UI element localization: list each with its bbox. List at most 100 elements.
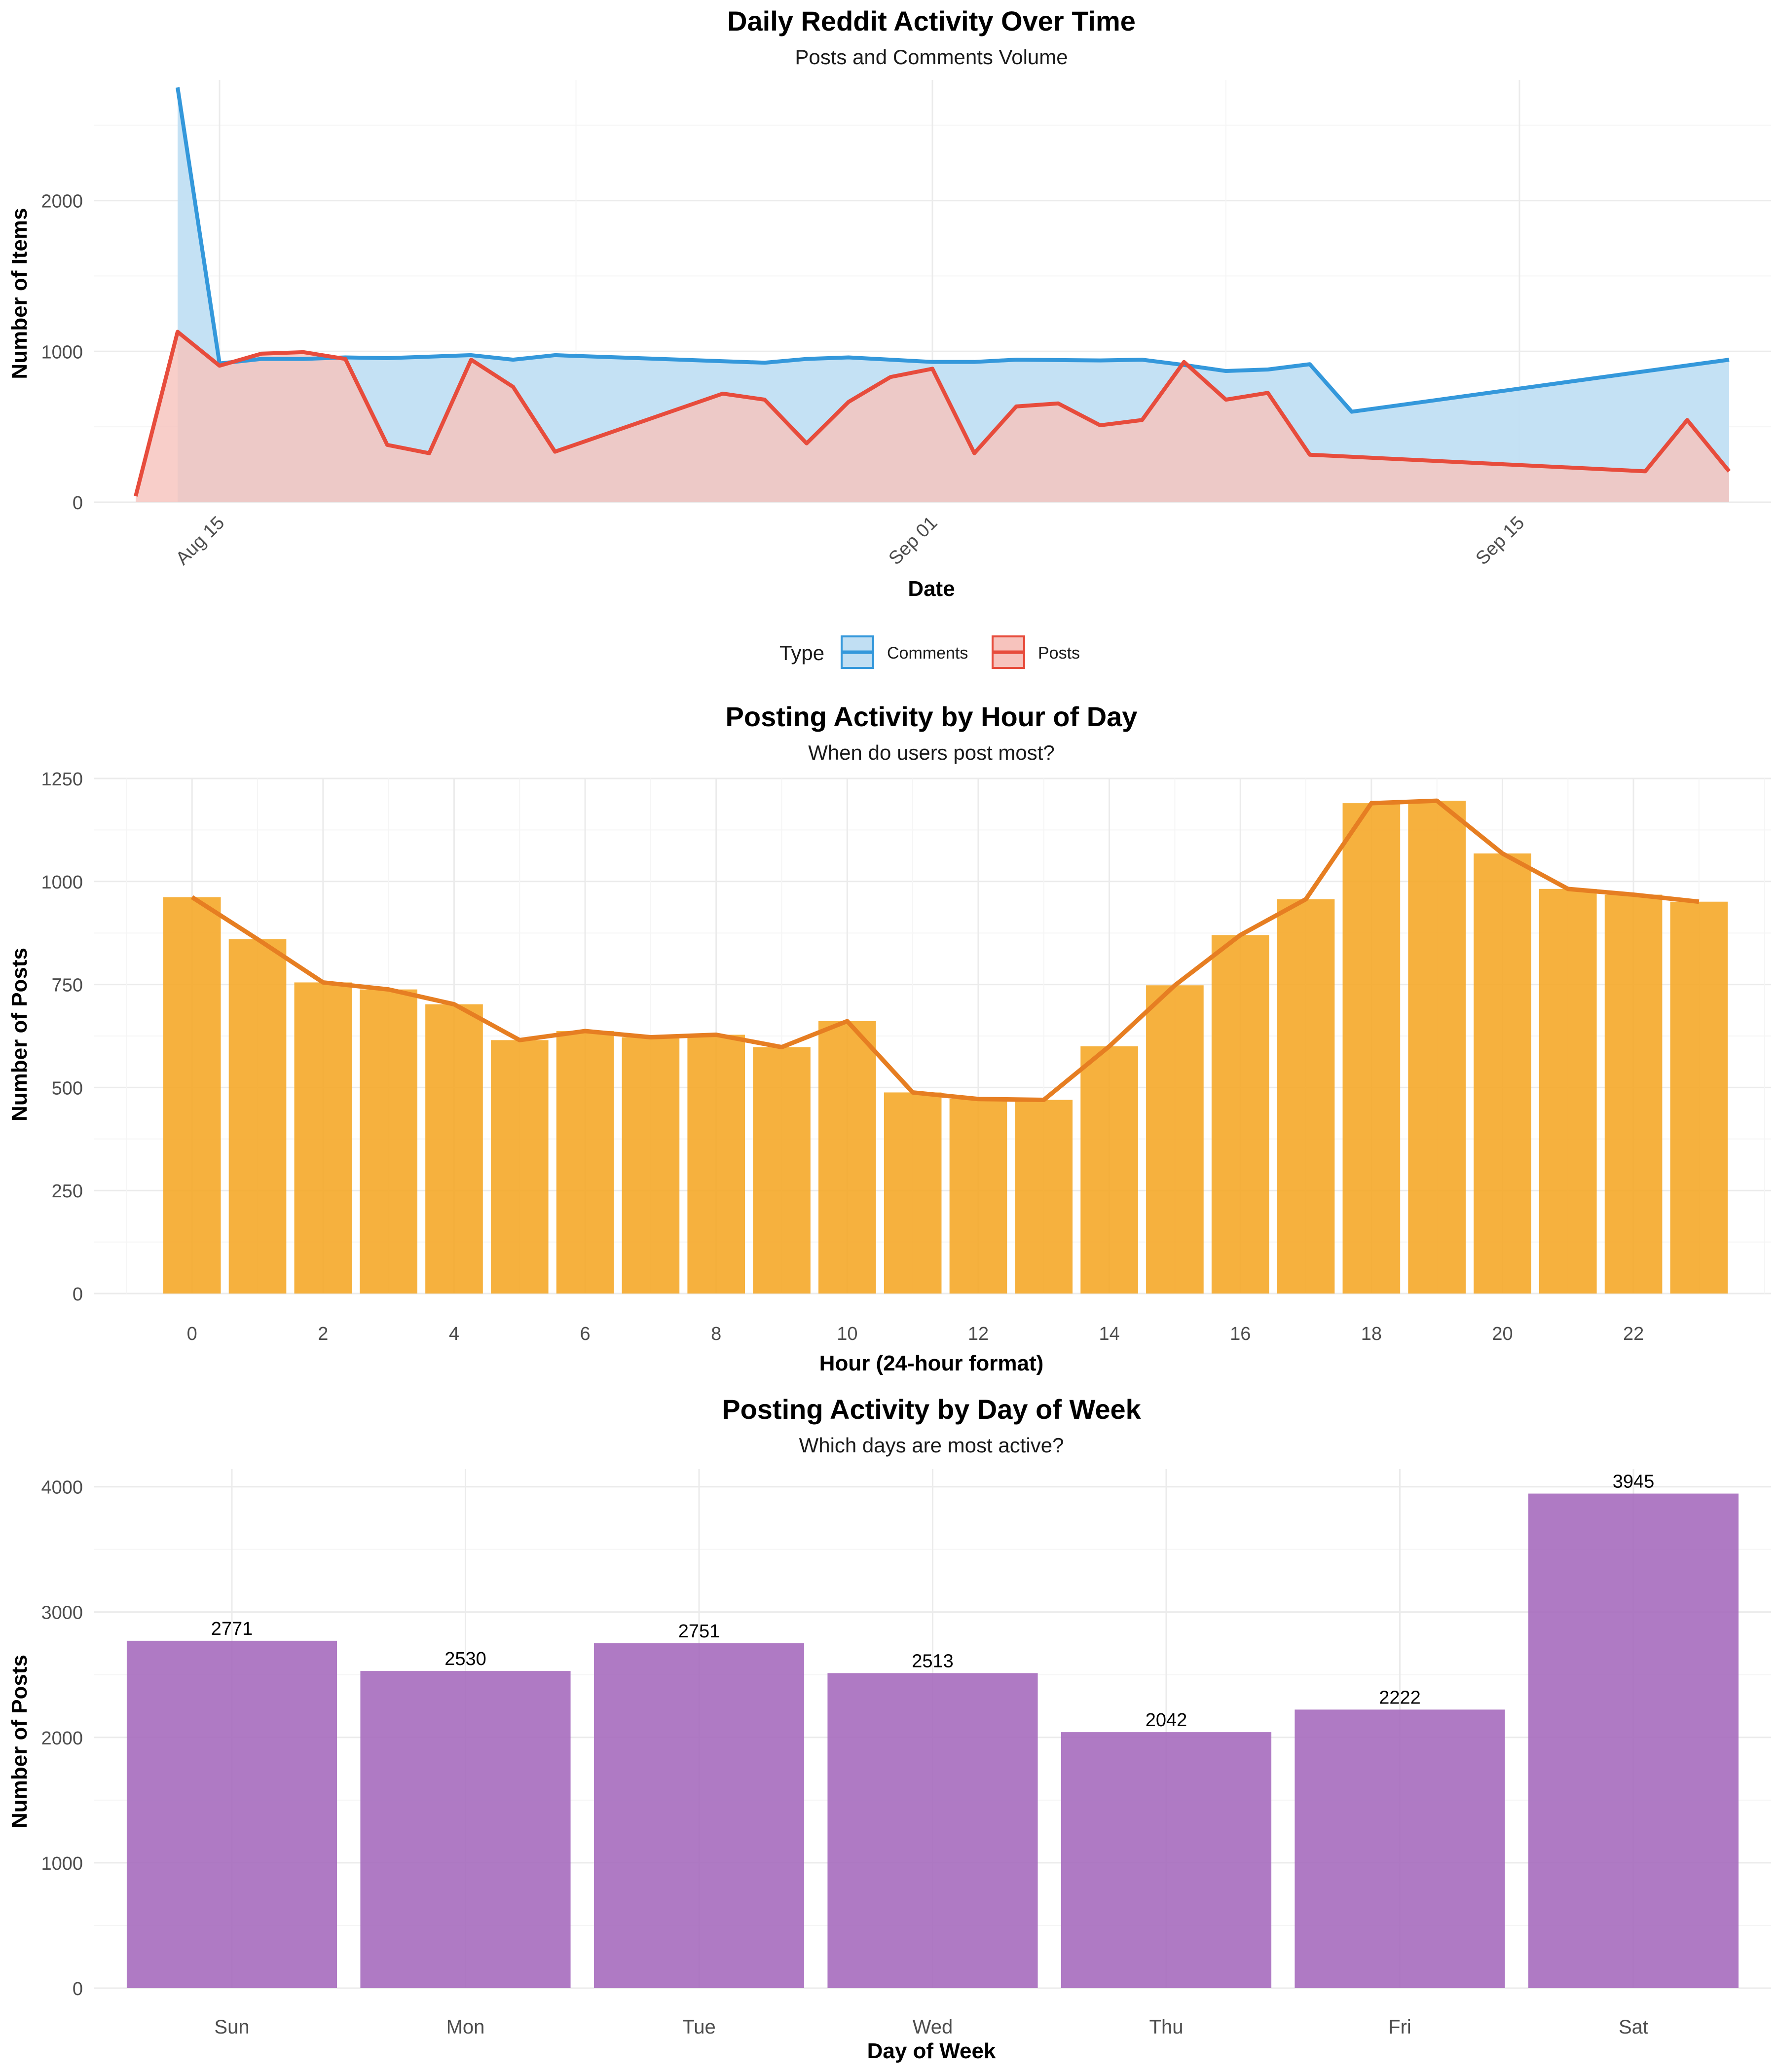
weekday-chart-title: Posting Activity by Day of Week <box>722 1394 1141 1425</box>
daily-y-ticks: 0 1000 2000 <box>41 191 83 514</box>
weekday-data-label: 2513 <box>912 1651 954 1671</box>
daily-y-tick-label: 2000 <box>41 191 83 212</box>
hourly-trend-line <box>190 798 1700 1102</box>
hourly-chart-subtitle: When do users post most? <box>808 741 1055 764</box>
hourly-bar <box>1211 935 1269 1294</box>
comments-area <box>178 87 1729 503</box>
weekday-bars <box>126 1493 1739 1988</box>
hourly-bar <box>1408 801 1466 1294</box>
hourly-bar <box>1080 1046 1138 1294</box>
weekday-x-tick-label: Sun <box>214 2016 249 2038</box>
daily-chart-title: Daily Reddit Activity Over Time <box>727 5 1136 37</box>
hourly-bars <box>163 801 1728 1294</box>
hourly-bar <box>1670 901 1728 1294</box>
legend-label-comments: Comments <box>887 644 968 663</box>
hourly-x-tick-label: 0 <box>187 1324 197 1344</box>
weekday-bar-sun <box>126 1640 337 1988</box>
daily-areas <box>136 87 1729 503</box>
hourly-bar <box>228 939 287 1294</box>
weekday-y-tick-label: 2000 <box>41 1728 83 1749</box>
legend-item-comments: Comments <box>841 635 968 669</box>
hourly-x-tick-label: 4 <box>449 1324 459 1344</box>
weekday-y-tick-label: 0 <box>73 1979 83 1999</box>
legend: Type Comments Posts <box>779 635 1080 669</box>
posts-line <box>134 330 1731 497</box>
hourly-chart-title: Posting Activity by Hour of Day <box>726 701 1138 732</box>
weekday-data-labels: 2771 2530 2751 2513 2042 2222 3945 <box>211 1472 1655 1731</box>
hourly-bar <box>1342 803 1401 1294</box>
daily-lines <box>134 87 1731 497</box>
legend-title: Type <box>779 641 824 665</box>
hourly-x-tick-label: 18 <box>1361 1324 1382 1344</box>
hourly-bar <box>1539 888 1597 1294</box>
weekday-data-label: 2222 <box>1379 1687 1421 1708</box>
daily-y-tick-label: 0 <box>73 493 83 514</box>
hourly-y-axis-label: Number of Posts <box>7 948 32 1121</box>
daily-chart-subtitle: Posts and Comments Volume <box>795 45 1068 69</box>
weekday-bar-wed <box>827 1673 1038 1988</box>
hourly-bar <box>1604 894 1663 1294</box>
hourly-bar <box>622 1037 680 1294</box>
weekday-data-label: 2530 <box>444 1649 486 1669</box>
hourly-bar <box>1277 899 1335 1294</box>
hourly-y-tick-label: 1250 <box>41 769 83 790</box>
weekday-bar-sat <box>1528 1493 1739 1988</box>
hourly-x-tick-label: 6 <box>580 1324 591 1344</box>
hourly-bar <box>949 1099 1007 1294</box>
hourly-y-tick-label: 500 <box>52 1078 83 1099</box>
hourly-x-tick-label: 2 <box>318 1324 328 1344</box>
hourly-bar <box>884 1092 942 1294</box>
hourly-bar <box>163 897 221 1294</box>
weekday-data-label: 2751 <box>678 1621 720 1642</box>
hourly-y-tick-label: 1000 <box>41 872 83 893</box>
hourly-y-tick-label: 250 <box>52 1181 83 1202</box>
daily-y-axis-label: Number of Items <box>7 208 32 379</box>
weekday-y-tick-label: 4000 <box>41 1478 83 1498</box>
weekday-x-axis-label: Day of Week <box>867 2039 996 2063</box>
weekday-bar-mon <box>360 1671 571 1988</box>
hourly-bar <box>556 1031 614 1294</box>
weekday-bar-tue <box>593 1643 805 1988</box>
hourly-bar <box>818 1021 876 1294</box>
weekday-chart-subtitle: Which days are most active? <box>799 1434 1064 1457</box>
weekday-y-tick-label: 3000 <box>41 1603 83 1624</box>
weekday-x-tick-label: Thu <box>1149 2016 1184 2038</box>
hourly-bar <box>490 1040 549 1294</box>
hourly-bar <box>1474 853 1531 1294</box>
weekday-activity-panel: 2771 2530 2751 2513 2042 2222 3945 0 1000 2000 30… <box>7 1394 1771 2063</box>
legend-label-posts: Posts <box>1038 644 1080 663</box>
hourly-y-tick-label: 0 <box>73 1284 83 1305</box>
hourly-bar <box>360 989 417 1294</box>
hourly-x-ticks: 0 2 4 6 8 10 12 14 16 18 20 22 <box>187 1324 1644 1344</box>
hourly-x-tick-label: 22 <box>1623 1324 1644 1344</box>
hourly-activity-panel: 0 250 500 750 1000 1250 0 2 4 6 8 10 12 14 16 18 20 22 P… <box>7 701 1771 1375</box>
hourly-bar <box>294 982 352 1294</box>
weekday-data-label: 2042 <box>1146 1710 1187 1731</box>
hourly-y-tick-label: 750 <box>52 975 83 996</box>
weekday-bar-thu <box>1061 1732 1272 1988</box>
hourly-x-tick-label: 8 <box>711 1324 721 1344</box>
daily-y-tick-label: 1000 <box>41 342 83 363</box>
hourly-x-tick-label: 14 <box>1099 1324 1119 1344</box>
posts-area <box>136 332 1729 502</box>
weekday-x-tick-label: Wed <box>913 2016 953 2038</box>
weekday-x-tick-label: Fri <box>1388 2016 1411 2038</box>
weekday-data-label: 2771 <box>211 1619 253 1639</box>
daily-x-axis-label: Date <box>908 577 955 601</box>
legend-item-posts: Posts <box>992 635 1080 669</box>
hourly-bar <box>687 1035 745 1294</box>
weekday-x-tick-label: Mon <box>446 2016 485 2038</box>
hourly-y-ticks: 0 250 500 750 1000 1250 <box>41 769 83 1305</box>
weekday-x-tick-label: Sat <box>1619 2016 1648 2038</box>
hourly-bar <box>753 1047 811 1294</box>
hourly-bar <box>1146 985 1204 1294</box>
weekday-x-ticks: Sun Mon Tue Wed Thu Fri Sat <box>214 2016 1648 2038</box>
hourly-x-tick-label: 12 <box>968 1324 989 1344</box>
hourly-trend <box>190 798 1700 1102</box>
hourly-x-tick-label: 10 <box>837 1324 857 1344</box>
hourly-x-axis-label: Hour (24-hour format) <box>819 1351 1044 1375</box>
weekday-data-label: 3945 <box>1613 1472 1655 1492</box>
weekday-bar-fri <box>1295 1709 1505 1988</box>
